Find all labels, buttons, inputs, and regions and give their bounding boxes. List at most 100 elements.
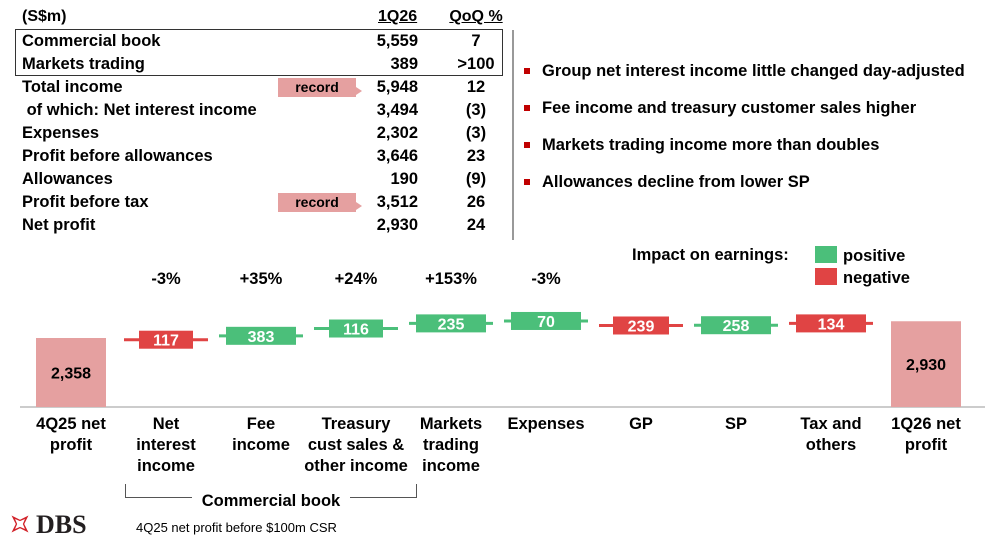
table-row: Commercial book 5,559 7	[18, 30, 518, 53]
table-row: Total income record 5,948 12	[18, 76, 518, 99]
bar-positive	[416, 314, 486, 333]
row-qoq: (3)	[465, 101, 487, 119]
key-point: Markets trading income more than doubles	[524, 134, 984, 156]
pct-change-label: +35%	[240, 270, 283, 288]
category-label: cust sales &	[308, 436, 404, 454]
category-label: other income	[304, 457, 408, 475]
category-label: interest	[136, 436, 196, 454]
bar-total	[891, 321, 961, 407]
bullet-marker	[524, 179, 530, 185]
category-label: Markets	[420, 415, 482, 433]
bar-value-label: 2,358	[51, 366, 91, 383]
category-label: 1Q26 net	[891, 415, 961, 433]
legend-positive: positive	[815, 246, 905, 266]
category-label: 4Q25 net	[36, 415, 106, 433]
row-qoq: (3)	[465, 124, 487, 142]
qoq-header: QoQ %	[449, 8, 503, 25]
table-row: of which: Net interest income 3,494 (3)	[18, 99, 518, 122]
row-value: 2,930	[376, 216, 418, 234]
category-label: others	[806, 436, 856, 454]
pct-change-label: +153%	[425, 270, 477, 288]
row-qoq: (9)	[465, 170, 487, 188]
row-value: 3,512	[376, 193, 418, 211]
dbs-logo-text: DBS	[36, 510, 87, 538]
commercial-book-label: Commercial book	[125, 492, 417, 511]
bar-positive	[701, 316, 771, 335]
key-point: Allowances decline from lower SP	[524, 171, 984, 193]
table-row: Profit before tax record 3,512 26	[18, 191, 518, 214]
row-qoq: 24	[466, 216, 486, 234]
dbs-star-icon	[11, 515, 29, 533]
record-badge: record	[278, 78, 362, 97]
vertical-divider	[512, 30, 514, 240]
bullet-marker	[524, 105, 530, 111]
row-qoq: >100	[457, 55, 495, 73]
unit-label: (S$m)	[22, 8, 67, 25]
row-qoq: 23	[466, 147, 486, 165]
table-row: Expenses 2,302 (3)	[18, 122, 518, 145]
bar-value-label: 2,930	[906, 357, 946, 374]
bullet-marker	[524, 68, 530, 74]
table-row: Net profit 2,930 24	[18, 214, 518, 237]
summary-table: (S$m) 1Q26 QoQ % Commercial book 5,559 7 Ma…	[18, 6, 518, 237]
category-label: income	[422, 457, 480, 475]
category-label: income	[232, 436, 290, 454]
legend-title: Impact on earnings:	[632, 246, 789, 264]
key-point: Fee income and treasury customer sales h…	[524, 97, 984, 119]
bar-negative	[139, 330, 193, 349]
footnote: 4Q25 net profit before $100m CSR	[136, 520, 337, 535]
category-label: Net	[153, 415, 180, 433]
category-label: SP	[725, 415, 747, 433]
category-label: Tax and	[800, 415, 861, 433]
bar-total	[36, 338, 106, 407]
bar-value-label: 70	[537, 314, 555, 331]
pct-change-label: -3%	[151, 270, 181, 288]
legend-negative-label: negative	[843, 269, 910, 287]
bar-positive	[511, 311, 581, 330]
commercial-book-text: Commercial book	[191, 492, 351, 510]
bar-value-label: 116	[343, 322, 369, 339]
bar-positive	[226, 326, 296, 345]
row-label: Total income	[22, 78, 123, 96]
bar-value-label: 239	[628, 318, 655, 335]
category-label: GP	[629, 415, 653, 433]
legend-negative-swatch	[815, 268, 837, 285]
bar-value-label: 134	[818, 316, 845, 333]
category-label: Fee	[247, 415, 275, 433]
row-label: Commercial book	[22, 32, 161, 50]
table-row: Markets trading 389 >100	[18, 53, 518, 76]
key-point: Group net interest income little changed…	[524, 60, 984, 82]
row-label: Allowances	[22, 170, 113, 188]
legend-positive-swatch	[815, 246, 837, 263]
row-value: 3,646	[376, 147, 418, 165]
row-label: Profit before allowances	[22, 147, 213, 165]
row-value: 3,494	[376, 101, 418, 119]
dbs-logo: DBS	[11, 510, 87, 538]
category-label: Treasury	[322, 415, 392, 433]
key-points-list: Group net interest income little changed…	[524, 60, 984, 208]
key-point-text: Fee income and treasury customer sales h…	[542, 99, 917, 117]
pct-change-label: -3%	[531, 270, 561, 288]
row-qoq: 26	[466, 193, 486, 211]
row-value: 5,948	[376, 78, 418, 96]
key-point-text: Allowances decline from lower SP	[542, 173, 810, 191]
table-row: Profit before allowances 3,646 23	[18, 145, 518, 168]
pct-change-label: +24%	[335, 270, 378, 288]
waterfall-chart: 2,358 4Q25 net profit 117 -3% Net interest inco…	[20, 270, 985, 475]
bar-value-label: 117	[153, 333, 179, 350]
legend-negative: negative	[815, 268, 910, 288]
table-body: Commercial book 5,559 7 Markets trading 389 >…	[18, 30, 518, 237]
category-label: trading	[423, 436, 479, 454]
legend-positive-label: positive	[843, 247, 906, 265]
category-label: profit	[50, 436, 93, 454]
row-label: of which: Net interest income	[22, 101, 257, 119]
bar-negative	[796, 314, 866, 333]
commercial-markets-outline	[15, 29, 503, 76]
row-label: Markets trading	[22, 55, 145, 73]
period-header: 1Q26	[378, 8, 418, 25]
bar-positive	[329, 319, 383, 338]
row-label: Net profit	[22, 216, 96, 234]
row-value: 190	[390, 170, 418, 188]
row-value: 5,559	[376, 32, 418, 50]
row-label: Profit before tax	[22, 193, 149, 211]
